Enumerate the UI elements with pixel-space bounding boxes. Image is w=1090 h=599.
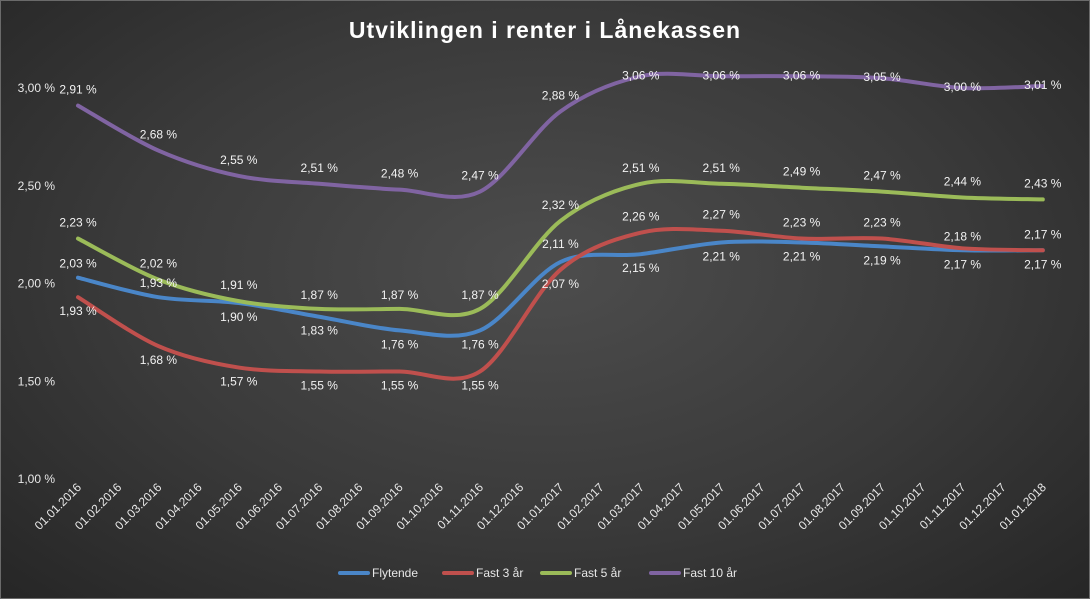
data-label: 3,06 % [783, 68, 821, 82]
data-label: 2,23 % [863, 216, 901, 230]
data-label: 2,17 % [1024, 227, 1062, 241]
legend-label-fast-3-ar: Fast 3 år [476, 566, 523, 580]
data-label: 3,06 % [622, 68, 660, 82]
data-label: 1,83 % [301, 324, 339, 338]
data-label: 2,19 % [863, 253, 901, 267]
data-label: 1,91 % [220, 278, 258, 292]
data-label: 2,17 % [944, 257, 982, 271]
data-label: 1,76 % [461, 337, 499, 351]
data-label: 1,55 % [461, 378, 499, 392]
data-label: 2,51 % [622, 161, 660, 175]
data-label: 1,76 % [381, 337, 419, 351]
data-label: 2,55 % [220, 153, 258, 167]
y-tick-label: 2,50 % [18, 179, 56, 193]
data-label: 2,32 % [542, 198, 580, 212]
data-label: 2,68 % [140, 128, 178, 142]
legend-label-fast-10-ar: Fast 10 år [683, 566, 737, 580]
y-tick-label: 3,00 % [18, 81, 56, 95]
data-label: 1,87 % [461, 288, 499, 302]
y-tick-label: 2,00 % [18, 277, 56, 291]
data-label: 2,07 % [542, 277, 580, 291]
data-label: 1,87 % [381, 288, 419, 302]
legend-label-fast-5-ar: Fast 5 år [574, 566, 621, 580]
series-line-fast-5-ar [76, 179, 1045, 318]
data-label: 2,44 % [944, 174, 982, 188]
data-label: 2,26 % [622, 210, 660, 224]
data-label: 2,18 % [944, 229, 982, 243]
data-label: 2,23 % [783, 216, 821, 230]
y-tick-label: 1,50 % [18, 374, 56, 388]
data-label: 2,21 % [703, 249, 741, 263]
data-label: 2,88 % [542, 88, 580, 102]
data-label: 2,27 % [703, 208, 741, 222]
data-label: 2,11 % [542, 237, 579, 251]
data-label: 2,03 % [59, 257, 97, 271]
data-label: 2,51 % [301, 161, 339, 175]
y-tick-label: 1,00 % [18, 472, 56, 486]
series-line-fast-10-ar [76, 71, 1045, 199]
data-label: 2,02 % [140, 257, 178, 271]
data-label: 2,47 % [863, 169, 901, 183]
data-label: 3,06 % [703, 68, 741, 82]
data-label: 2,49 % [783, 165, 821, 179]
data-label: 1,57 % [220, 375, 258, 389]
data-label: 2,17 % [1024, 257, 1062, 271]
data-label: 1,90 % [220, 310, 258, 324]
data-label: 3,05 % [863, 70, 901, 84]
data-label: 1,87 % [301, 288, 339, 302]
data-label: 2,48 % [381, 167, 419, 181]
data-label: 2,43 % [1024, 176, 1062, 190]
series-line-fast-3-ar [76, 226, 1045, 381]
data-label: 2,15 % [622, 261, 660, 275]
data-label: 1,93 % [140, 276, 178, 290]
data-label: 2,21 % [783, 249, 821, 263]
data-label: 2,91 % [59, 83, 97, 97]
data-label: 1,68 % [140, 353, 178, 367]
data-label: 2,51 % [703, 161, 741, 175]
data-label: 1,55 % [301, 378, 339, 392]
data-label: 2,23 % [59, 216, 97, 230]
data-label: 3,00 % [944, 80, 982, 94]
chart-title: Utviklingen i renter i Lånekassen [348, 17, 742, 43]
data-label: 3,01 % [1024, 78, 1062, 92]
legend-label-flytende: Flytende [372, 566, 418, 580]
data-label: 1,55 % [381, 378, 419, 392]
data-label: 2,47 % [461, 169, 499, 183]
data-label: 1,93 % [59, 304, 97, 318]
